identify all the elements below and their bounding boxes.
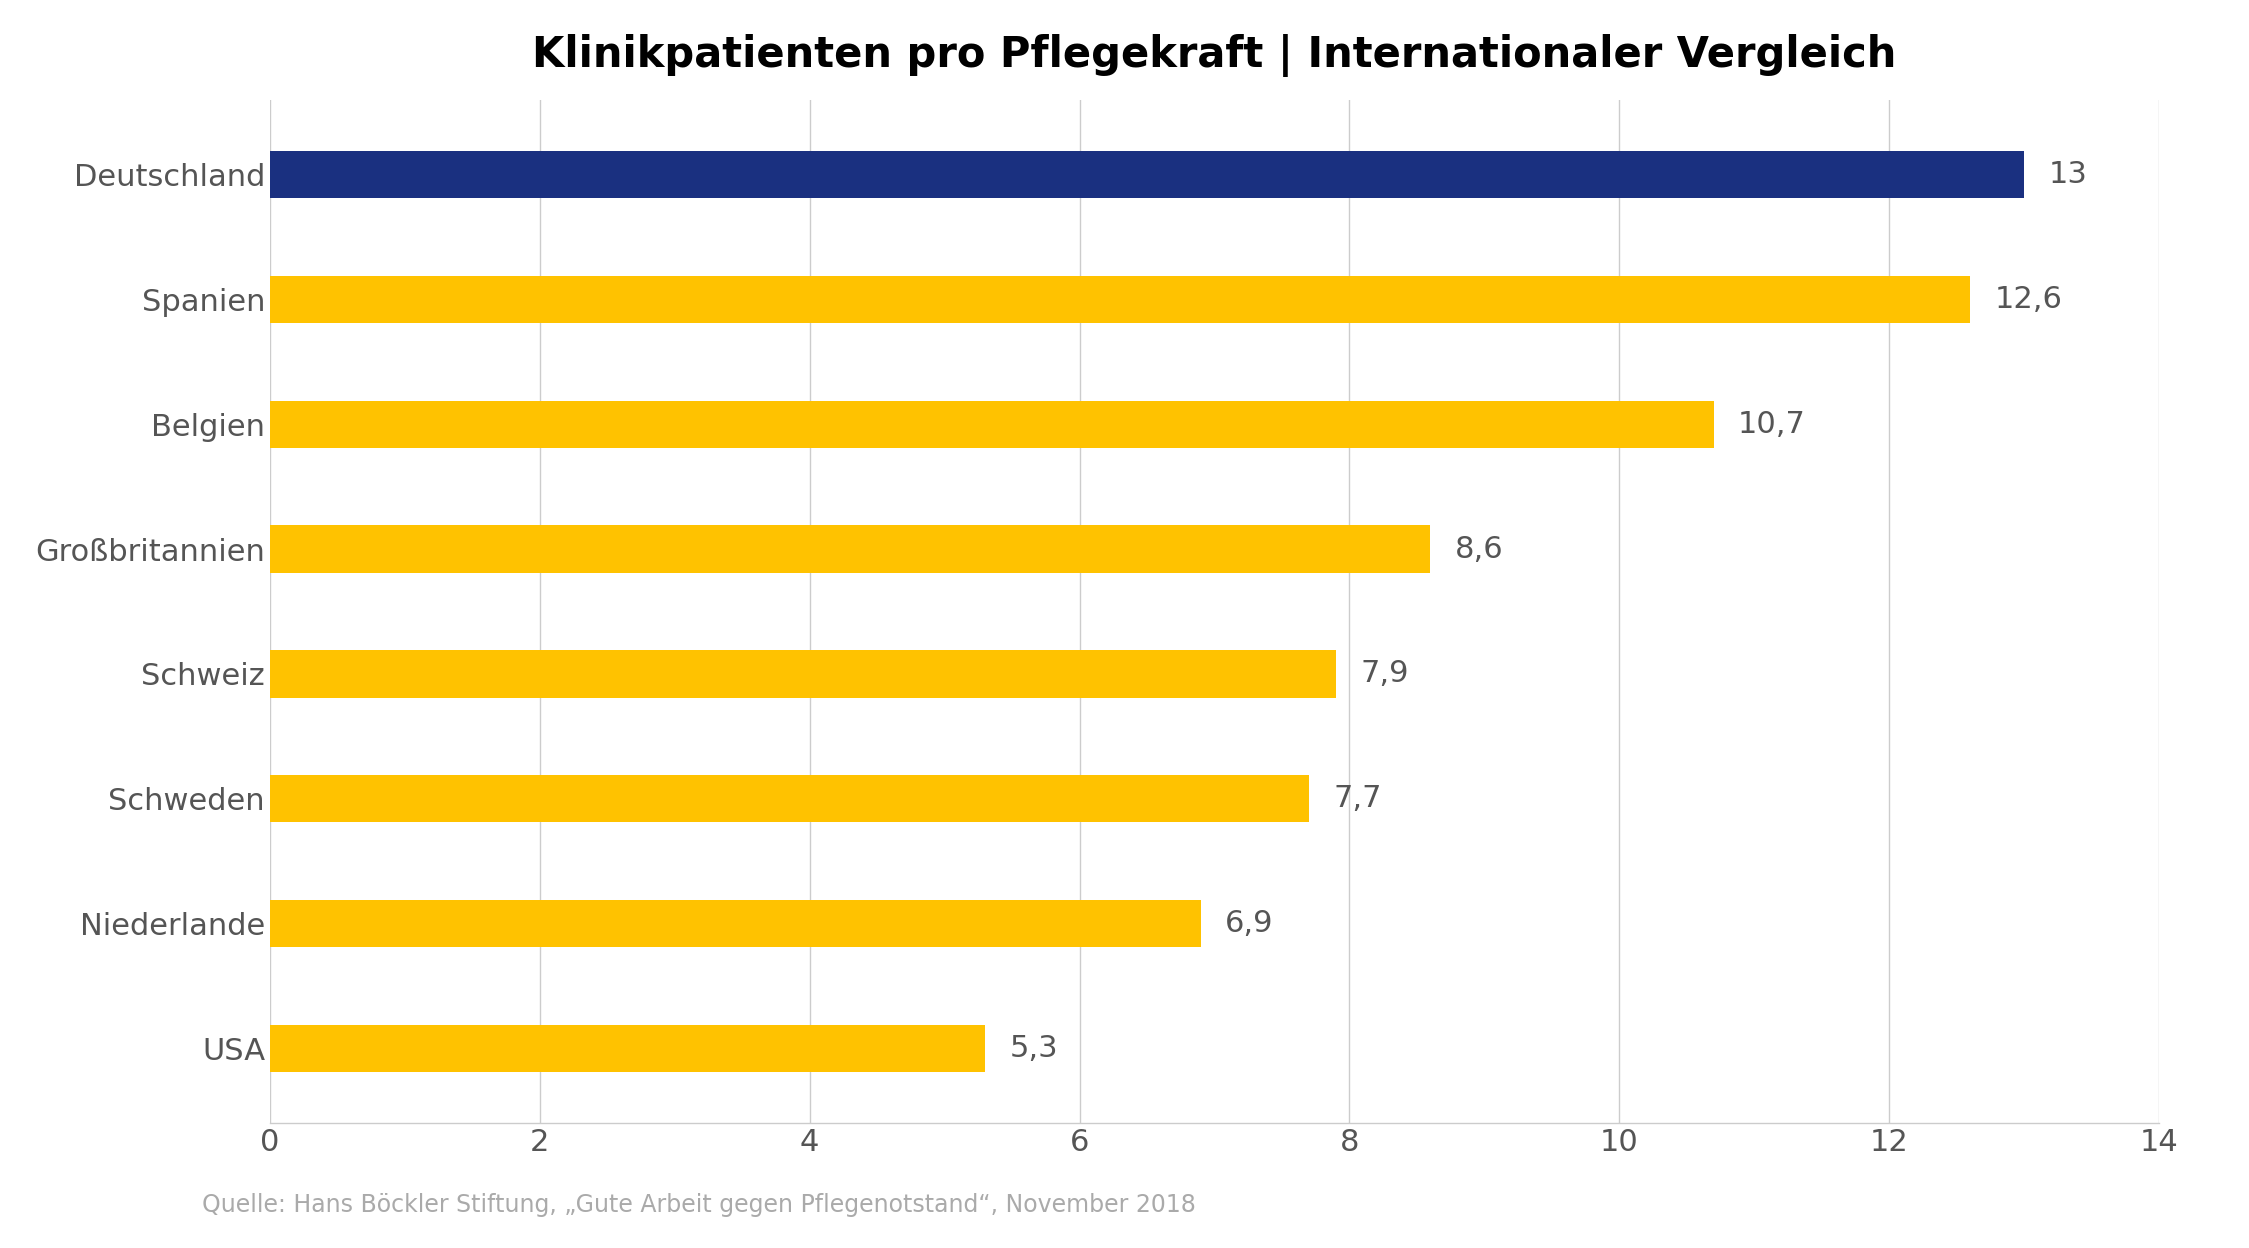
Bar [270,151,2024,198]
Text: 7,9: 7,9 [1361,659,1408,689]
Text: 8,6: 8,6 [1455,534,1502,564]
Bar [270,1025,985,1072]
Text: 13: 13 [2049,160,2087,190]
Bar [270,401,1714,448]
Text: 7,7: 7,7 [1334,784,1381,814]
Title: Klinikpatienten pro Pflegekraft | Internationaler Vergleich: Klinikpatienten pro Pflegekraft | Intern… [533,34,1896,76]
Text: Quelle: Hans Böckler Stiftung, „Gute Arbeit gegen Pflegenotstand“, November 2018: Quelle: Hans Böckler Stiftung, „Gute Arb… [202,1193,1196,1217]
Bar [270,525,1430,573]
Bar [270,650,1336,698]
Text: 5,3: 5,3 [1010,1033,1057,1063]
Bar [270,775,1309,822]
Text: 10,7: 10,7 [1738,409,1806,439]
Text: 12,6: 12,6 [1995,285,2062,314]
Bar [270,276,1970,323]
Bar [270,900,1201,947]
Text: 6,9: 6,9 [1226,909,1273,938]
